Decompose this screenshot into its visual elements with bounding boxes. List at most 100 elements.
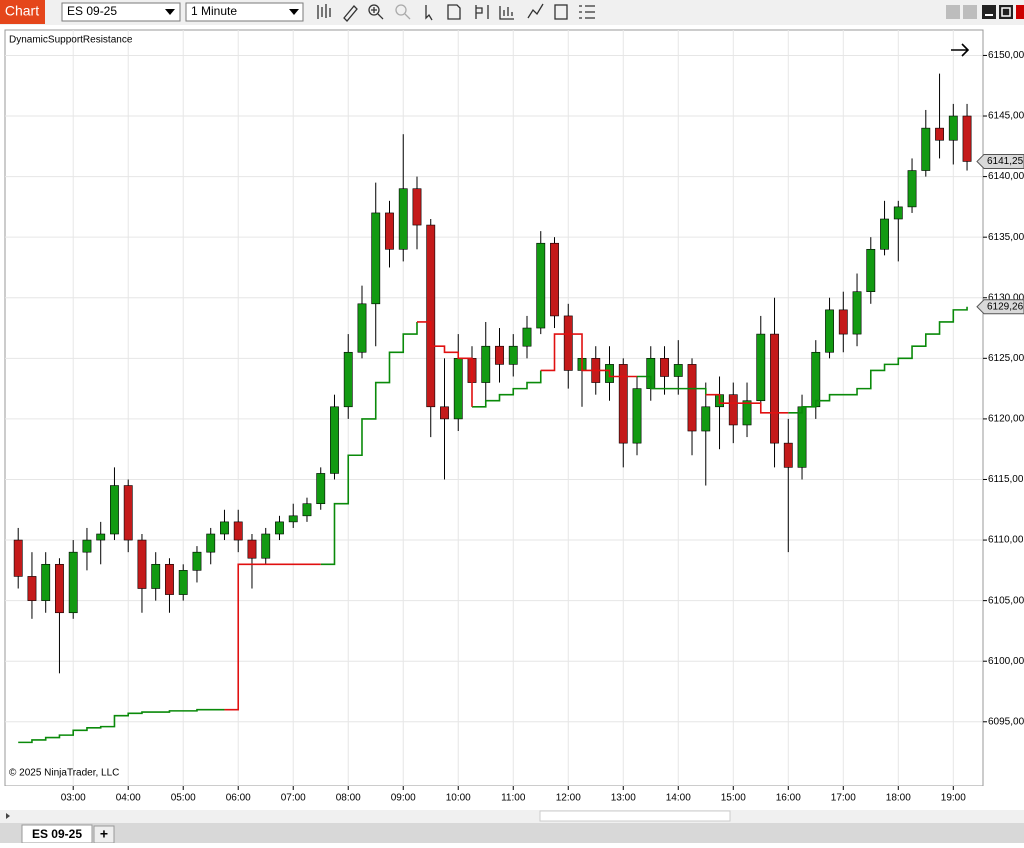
copyright: © 2025 NinjaTrader, LLC	[9, 768, 119, 779]
candle-body	[783, 442, 793, 468]
level-line	[18, 306, 968, 744]
x-tick-label: 14:00	[666, 793, 691, 804]
scroll-thumb[interactable]	[539, 810, 731, 822]
candle-body	[632, 388, 642, 444]
candle-body	[673, 364, 683, 377]
candle-body	[481, 345, 491, 383]
axis-labels: 6095,00 6100,00 6105,00 6110,00 6115,00 6120,…	[61, 50, 1024, 804]
x-tick-label: 16:00	[776, 793, 801, 804]
candle-body	[68, 551, 78, 614]
x-tick-label: 17:00	[831, 793, 856, 804]
dropdown-arrow	[165, 9, 175, 15]
candle-body	[96, 533, 106, 541]
candle-body	[247, 539, 257, 559]
candle-body	[935, 127, 944, 141]
candle-body	[866, 248, 876, 292]
window-buttons[interactable]	[946, 5, 1024, 19]
candle-body	[41, 563, 51, 601]
x-tick-label: 07:00	[281, 793, 306, 804]
candle-body	[893, 206, 903, 220]
y-tick-label: 6105,00	[988, 595, 1024, 606]
price-marker-label: 6129,26	[987, 301, 1024, 312]
y-tick-label: 6120,00	[988, 414, 1024, 425]
candle-body	[440, 406, 449, 420]
candle-body	[302, 503, 312, 517]
interval-select[interactable]	[185, 2, 304, 22]
candle-body	[811, 351, 821, 408]
candle-body	[275, 521, 284, 535]
x-tick-label: 10:00	[446, 793, 471, 804]
candle-body	[233, 521, 243, 541]
candle-body	[770, 333, 779, 444]
candle-body	[27, 576, 37, 601]
y-tick-label: 6140,00	[988, 171, 1024, 182]
candle-body	[742, 400, 752, 426]
candle-body	[880, 218, 889, 250]
candle-body	[550, 242, 559, 317]
candle-body	[838, 309, 848, 335]
instrument-select[interactable]	[61, 2, 181, 22]
candle-body	[110, 485, 119, 535]
y-tick-label: 6130,00	[988, 292, 1024, 303]
price-marker	[976, 153, 1024, 169]
candle-body	[343, 351, 353, 408]
candle-body	[178, 570, 188, 595]
y-tick-label: 6110,00	[988, 535, 1024, 546]
candle-body	[137, 539, 147, 589]
y-tick-label: 6125,00	[988, 353, 1024, 364]
scrollbar[interactable]	[0, 810, 1024, 823]
candle-body	[398, 188, 408, 250]
candle-body	[962, 115, 972, 162]
candle-body	[123, 485, 133, 541]
candle-body	[192, 551, 202, 571]
candle-body	[701, 406, 711, 432]
time-axis	[0, 786, 1024, 810]
candle-body	[220, 521, 229, 535]
tab-bar	[0, 823, 1024, 843]
y-tick-label: 6100,00	[988, 656, 1024, 667]
plot	[13, 73, 972, 744]
x-tick-label: 18:00	[886, 793, 911, 804]
price-marker	[976, 299, 1024, 315]
tab-label: ES 09-25	[32, 827, 82, 841]
grid	[5, 30, 983, 786]
candle-body	[660, 358, 669, 377]
candle-body	[508, 345, 518, 365]
candle-body	[316, 473, 326, 505]
indicator-name: DynamicSupportResistance	[9, 35, 133, 46]
price-marker-label: 6141,25	[987, 156, 1024, 167]
scroll-left[interactable]	[6, 813, 10, 819]
candle-body	[261, 533, 271, 559]
interval: 1 Minute	[191, 4, 237, 18]
candle-body	[825, 309, 834, 353]
price-panel	[4, 29, 984, 787]
toolbar-icons[interactable]	[317, 3, 595, 22]
y-tick-label: 6135,00	[988, 232, 1024, 243]
x-tick-label: 15:00	[721, 793, 746, 804]
candle-body	[522, 327, 532, 347]
candle-body	[921, 127, 931, 171]
app-badge	[0, 0, 45, 24]
candle-body	[453, 358, 463, 420]
candle-body	[618, 364, 628, 444]
candle-body	[495, 345, 504, 365]
x-tick-label: 19:00	[941, 793, 966, 804]
candle-body	[426, 224, 436, 408]
x-tick-label: 09:00	[391, 793, 416, 804]
instrument: ES 09-25	[67, 4, 117, 18]
x-tick-label: 05:00	[171, 793, 196, 804]
scroll-arrow[interactable]	[951, 43, 970, 57]
candle-body	[288, 515, 298, 523]
y-tick-label: 6145,00	[988, 111, 1024, 122]
candle-body	[852, 291, 862, 335]
add-tab-label: +	[100, 826, 108, 842]
x-tick-label: 12:00	[556, 793, 581, 804]
candle-body	[165, 563, 174, 595]
x-tick-label: 06:00	[226, 793, 251, 804]
candle-body	[536, 242, 546, 329]
candle-body	[412, 188, 422, 226]
candle-body	[948, 115, 958, 141]
x-tick-label: 03:00	[61, 793, 86, 804]
